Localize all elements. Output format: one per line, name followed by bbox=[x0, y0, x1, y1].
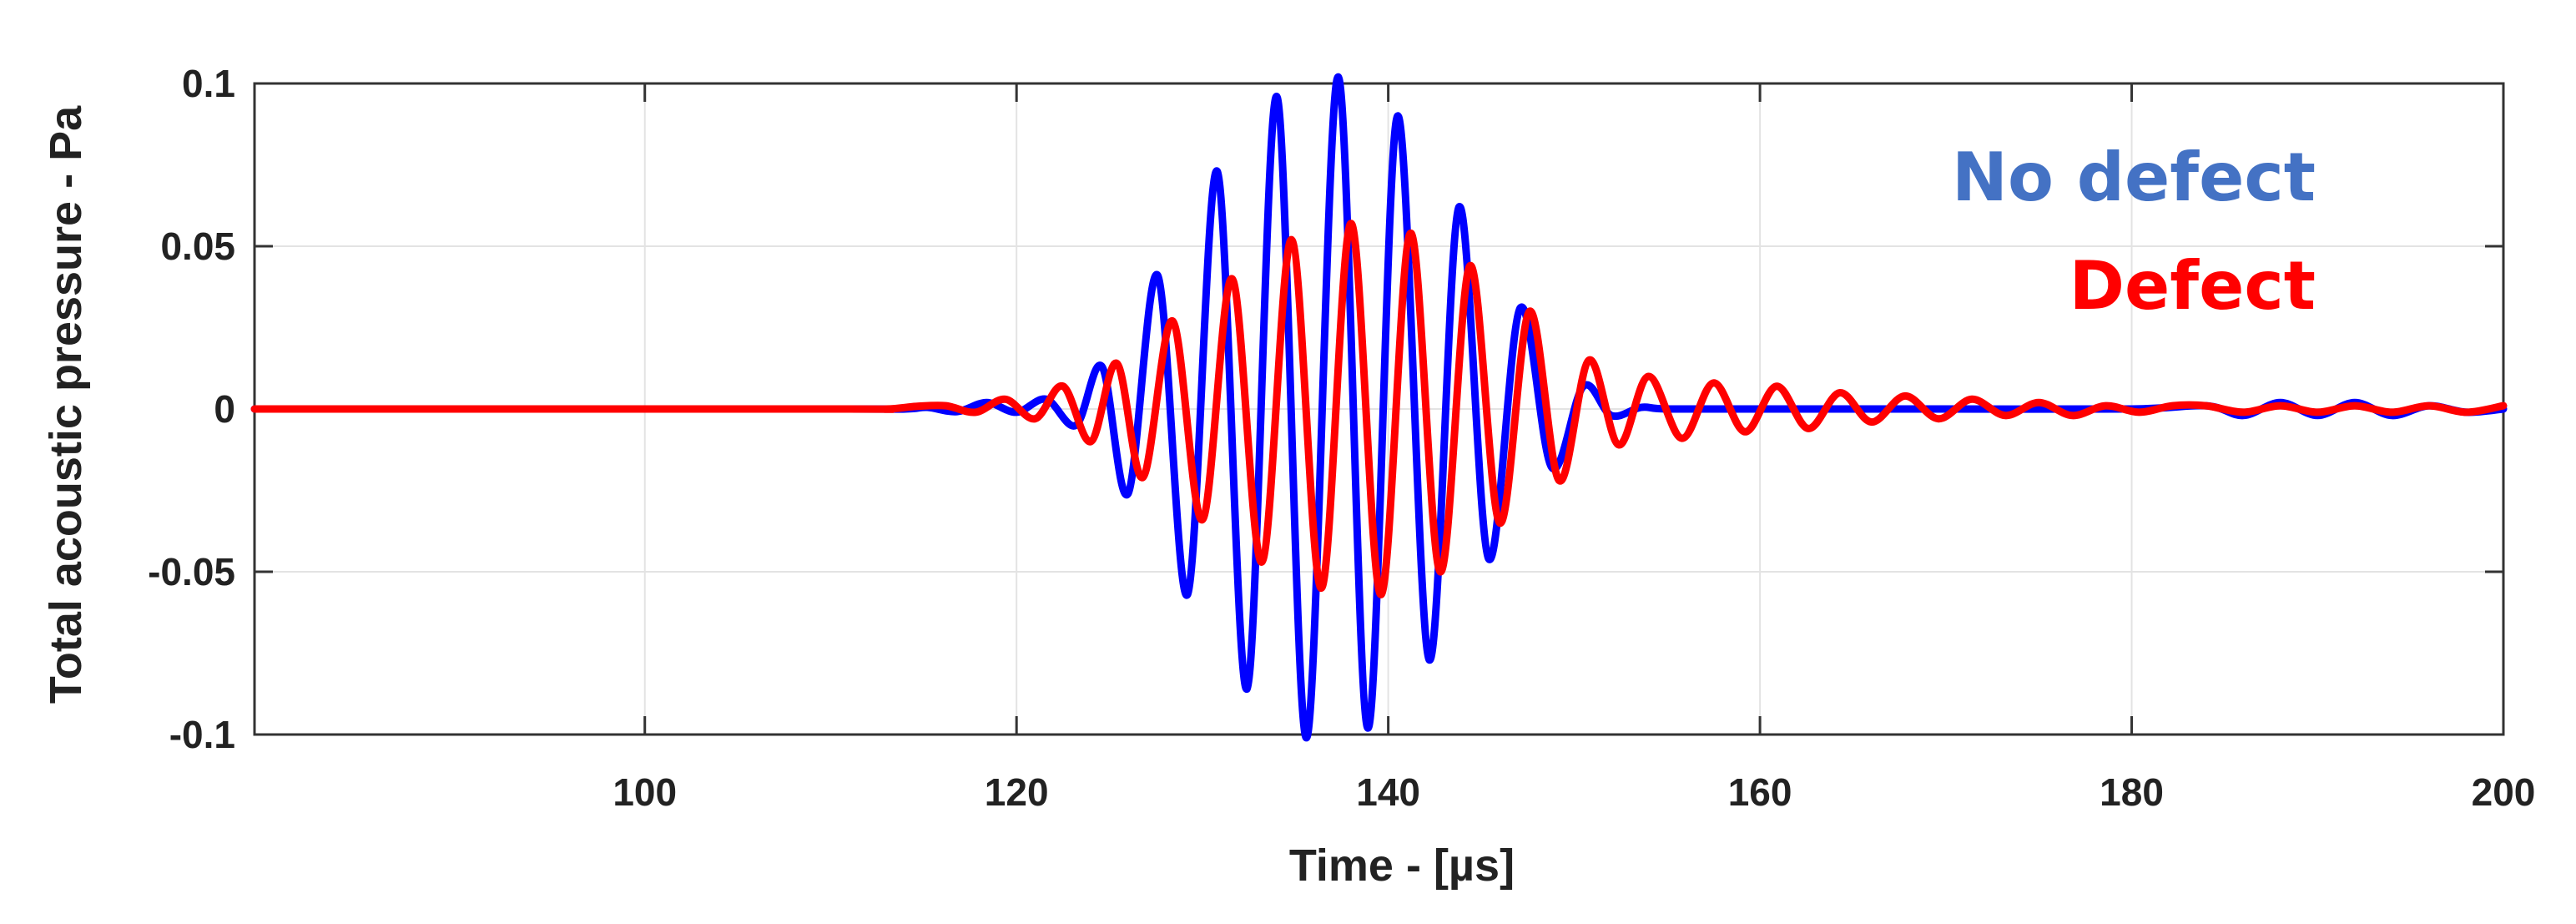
y-axis-label: Total acoustic pressure - Pa bbox=[41, 105, 91, 704]
series-layer bbox=[250, 73, 2508, 742]
y-tick-labels: 0.1 0.05 0 -0.05 -0.1 bbox=[148, 62, 235, 756]
x-tick-label: 140 bbox=[1356, 770, 1420, 814]
series-defect-line bbox=[250, 220, 2508, 598]
x-tick-labels: 100 120 140 160 180 200 bbox=[612, 770, 2535, 814]
legend: No defect Defect bbox=[1952, 139, 2316, 325]
x-tick-label: 180 bbox=[2100, 770, 2164, 814]
legend-label-defect: Defect bbox=[2069, 247, 2316, 325]
legend-label-no-defect: No defect bbox=[1952, 139, 2316, 216]
x-axis-label: Time - [µs] bbox=[1289, 841, 1515, 891]
y-tick-label: 0 bbox=[214, 387, 235, 431]
x-tick-label: 100 bbox=[612, 770, 677, 814]
y-tick-label: -0.1 bbox=[169, 713, 235, 756]
x-tick-label: 200 bbox=[2472, 770, 2536, 814]
y-tick-label: 0.1 bbox=[182, 62, 235, 105]
y-tick-label: 0.05 bbox=[160, 225, 235, 268]
x-tick-label: 160 bbox=[1728, 770, 1792, 814]
tick-marks bbox=[255, 82, 2505, 736]
x-tick-label: 120 bbox=[985, 770, 1049, 814]
y-tick-label: -0.05 bbox=[148, 550, 235, 593]
